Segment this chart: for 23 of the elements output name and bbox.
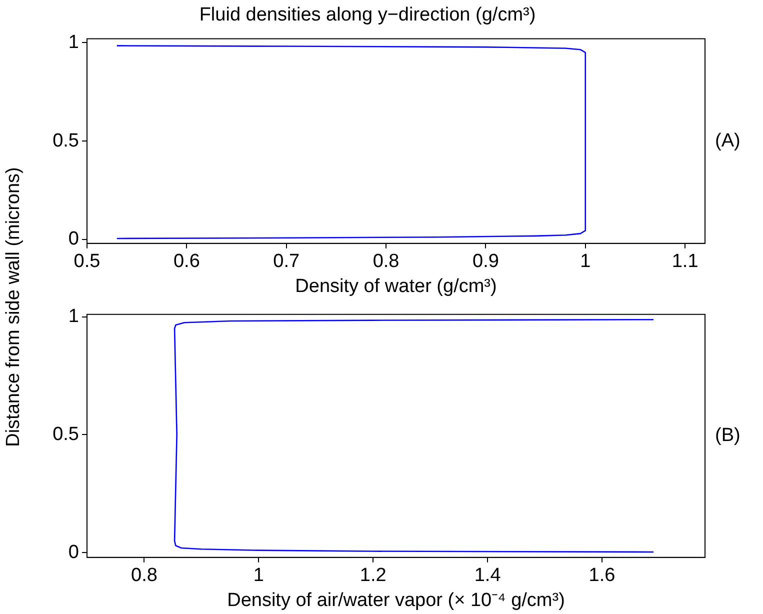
text: (A) bbox=[715, 130, 740, 152]
x-tick-label: 1 bbox=[580, 251, 591, 272]
x-tick-label: 0.6 bbox=[173, 251, 200, 272]
x-tick-label: 1 bbox=[253, 565, 264, 586]
text: (B) bbox=[715, 425, 740, 446]
x-axis-title: Density of air/water vapor (× 10⁻⁴ g/cm³) bbox=[227, 590, 565, 611]
y-axis-title: Distance from side wall (microns) bbox=[3, 167, 25, 447]
x-tick-label: 0.7 bbox=[273, 251, 300, 272]
x-tick-label: 1.2 bbox=[360, 565, 386, 586]
x-tick-label: 0.8 bbox=[131, 565, 158, 586]
y-tick-label: 0.5 bbox=[52, 130, 79, 152]
chart-title: Fluid densities along y−direction (g/cm³) bbox=[199, 4, 536, 26]
x-tick-label: 0.9 bbox=[472, 251, 499, 272]
x-tick-label: 1.4 bbox=[474, 565, 502, 586]
y-tick-label: 1 bbox=[68, 32, 79, 53]
y-tick-label: 0.5 bbox=[52, 424, 79, 445]
x-tick-label: 1.1 bbox=[672, 251, 698, 272]
x-axis-title: Density of water (g/cm³) bbox=[295, 276, 497, 297]
y-tick-label: 1 bbox=[68, 306, 79, 327]
y-tick-label: 0 bbox=[68, 228, 79, 250]
x-tick-label: 0.8 bbox=[372, 251, 400, 272]
y-tick-label: 0 bbox=[68, 542, 79, 563]
x-tick-label: 1.6 bbox=[588, 565, 616, 586]
